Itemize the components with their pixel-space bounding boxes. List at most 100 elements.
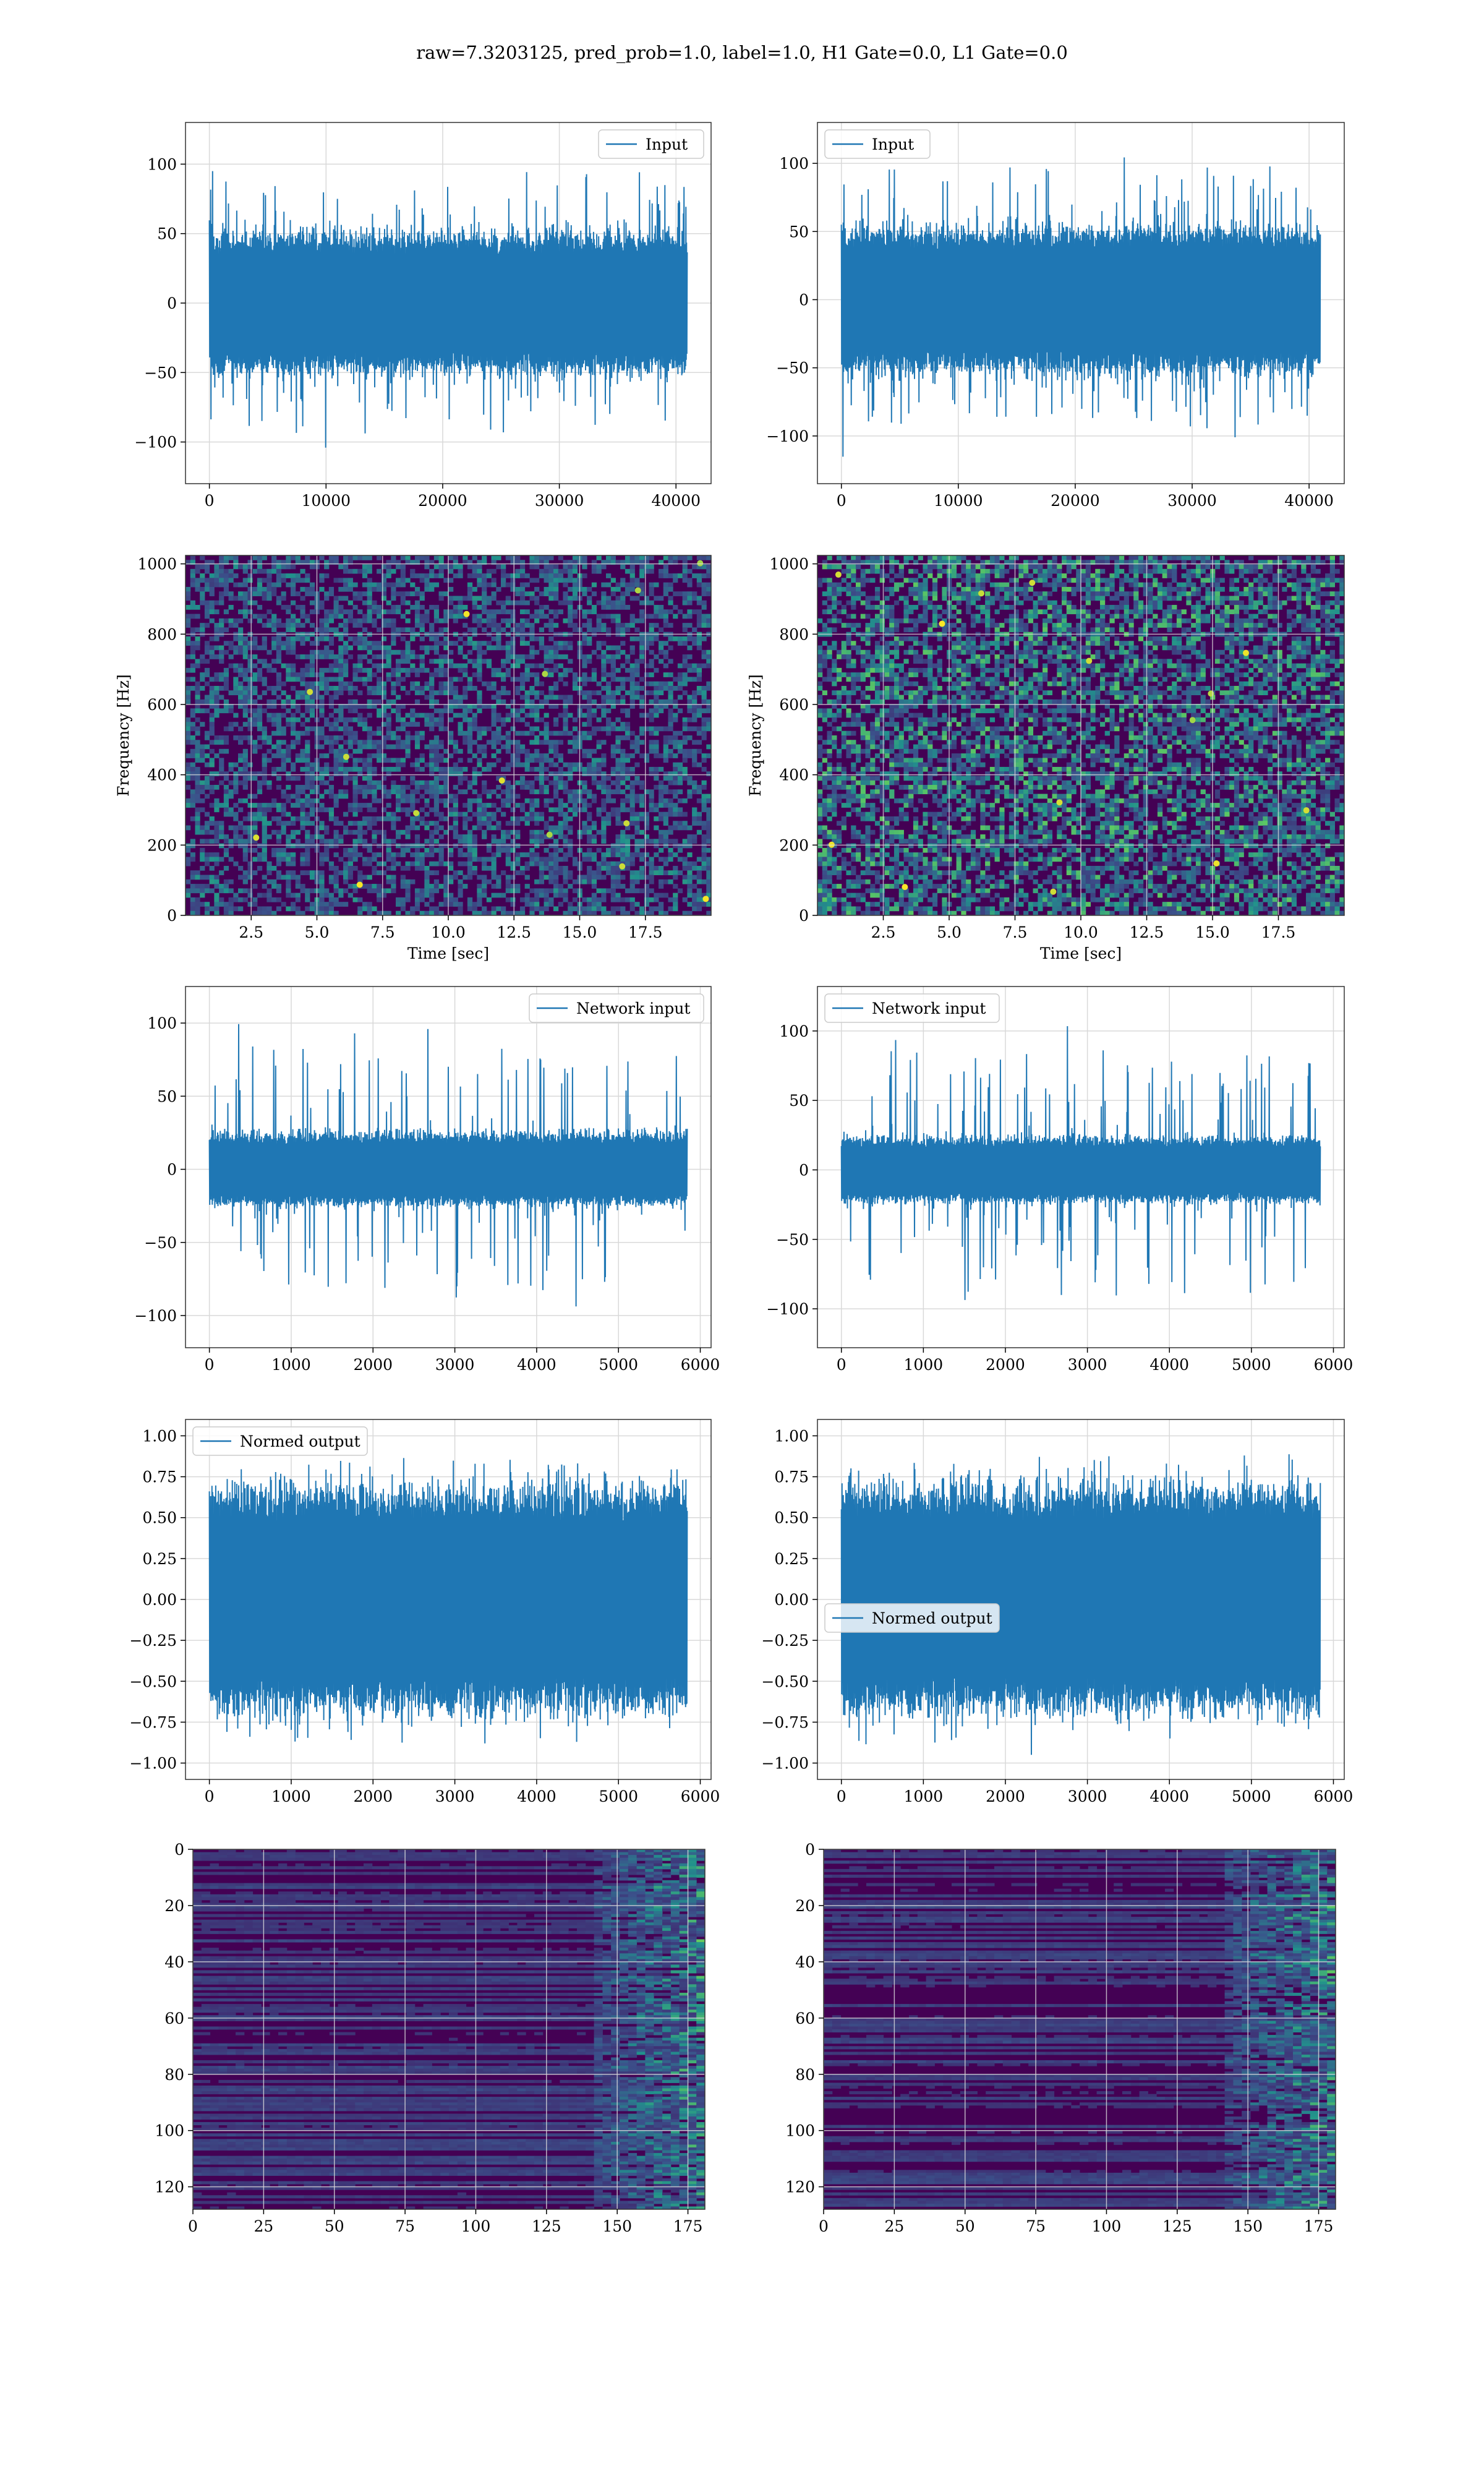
heatmap-cell — [629, 649, 635, 655]
heatmap-cell — [204, 744, 210, 750]
heatmap-cell — [587, 753, 592, 758]
heatmap-cell — [228, 641, 234, 646]
heatmap-cell — [505, 748, 511, 754]
heatmap-cell — [267, 609, 272, 615]
heatmap-cell — [467, 748, 473, 754]
heatmap-cell — [519, 865, 526, 871]
heatmap-cell — [706, 685, 711, 691]
heatmap-cell — [639, 649, 645, 655]
heatmap-cell — [238, 875, 244, 880]
heatmap-cell — [558, 555, 563, 560]
heatmap-cell — [572, 578, 578, 583]
x-tick-label: 20000 — [1051, 492, 1100, 510]
heatmap-cell — [467, 685, 473, 691]
heatmap-cell — [644, 852, 650, 857]
heatmap-cell — [195, 825, 200, 831]
heatmap-cell — [519, 803, 526, 808]
heatmap-cell — [463, 740, 468, 745]
heatmap-cell — [496, 564, 501, 570]
heatmap-cell — [505, 803, 511, 808]
heatmap-cell — [267, 717, 272, 722]
heatmap-cell — [271, 744, 277, 750]
heatmap-cell — [377, 897, 382, 902]
heatmap-cell — [472, 717, 477, 722]
heatmap-cell — [238, 649, 244, 655]
heatmap-cell — [654, 785, 659, 790]
heatmap-cell — [238, 897, 244, 902]
heatmap-cell — [352, 730, 358, 736]
heatmap-cell — [524, 748, 530, 754]
heatmap-cell — [706, 825, 711, 831]
heatmap-cell — [414, 785, 420, 790]
heatmap-cell — [291, 704, 296, 709]
heatmap-cell — [429, 897, 435, 902]
heatmap-cell — [477, 771, 482, 776]
heatmap-cell — [534, 897, 540, 902]
heatmap-cell — [634, 780, 640, 785]
heatmap-cell — [482, 875, 487, 880]
heatmap-cell — [615, 821, 621, 826]
heatmap-cell — [200, 654, 205, 659]
heatmap-cell — [472, 568, 477, 574]
heatmap-cell — [529, 672, 535, 677]
heatmap-cell — [673, 614, 678, 619]
heatmap-cell — [381, 586, 387, 592]
heatmap-cell — [333, 748, 339, 754]
heatmap-cell — [701, 722, 707, 727]
heatmap-cell — [486, 641, 492, 646]
heatmap-cell — [209, 560, 215, 565]
heatmap-cell — [443, 654, 449, 659]
heatmap-cell — [405, 888, 411, 894]
heatmap-cell — [319, 879, 325, 884]
heatmap-cell — [200, 839, 205, 844]
heatmap-cell — [377, 798, 382, 803]
heatmap-cell — [510, 726, 516, 732]
heatmap-cell — [214, 892, 220, 898]
heatmap-cell — [591, 798, 597, 803]
heatmap-cell — [291, 852, 296, 857]
heatmap-cell — [687, 780, 693, 785]
heatmap-cell — [223, 609, 229, 615]
heatmap-cell — [587, 717, 592, 722]
heatmap-cell — [687, 825, 693, 831]
heatmap-cell — [606, 596, 612, 601]
heatmap-cell — [458, 766, 463, 772]
heatmap-cell — [501, 627, 506, 633]
heatmap-cell — [252, 839, 258, 844]
heatmap-cell — [696, 685, 702, 691]
heatmap-cell — [300, 609, 305, 615]
heatmap-cell — [610, 798, 616, 803]
heatmap-cell — [357, 645, 363, 651]
heatmap-cell — [190, 771, 195, 776]
heatmap-cell — [659, 649, 664, 655]
heatmap-cell — [706, 798, 711, 803]
heatmap-cell — [262, 839, 267, 844]
heatmap-cell — [601, 614, 607, 619]
heatmap-cell — [362, 677, 368, 682]
heatmap-cell — [276, 726, 282, 732]
heatmap-cell — [305, 555, 310, 560]
heatmap-cell — [396, 740, 401, 745]
heatmap-cell — [362, 667, 368, 673]
heatmap-cell — [472, 586, 477, 592]
heatmap-cell — [242, 704, 248, 709]
heatmap-cell — [629, 753, 635, 758]
heatmap-cell — [539, 605, 545, 610]
heatmap-cell — [687, 568, 693, 574]
heatmap-cell — [286, 794, 291, 799]
heatmap-cell — [333, 829, 339, 835]
heatmap-cell — [553, 776, 559, 781]
heatmap-cell — [328, 816, 335, 821]
heatmap-cell — [386, 758, 391, 763]
heatmap-cell — [209, 582, 215, 588]
heatmap-cell — [629, 884, 635, 889]
heatmap-cell — [429, 892, 435, 898]
heatmap-cell — [348, 568, 353, 574]
heatmap-cell — [615, 789, 621, 795]
heatmap-cell — [348, 699, 353, 704]
heatmap-cell — [414, 591, 420, 596]
heatmap-cell — [367, 735, 372, 740]
heatmap-cell — [448, 681, 454, 687]
heatmap-cell — [352, 794, 358, 799]
heatmap-cell — [529, 708, 535, 714]
